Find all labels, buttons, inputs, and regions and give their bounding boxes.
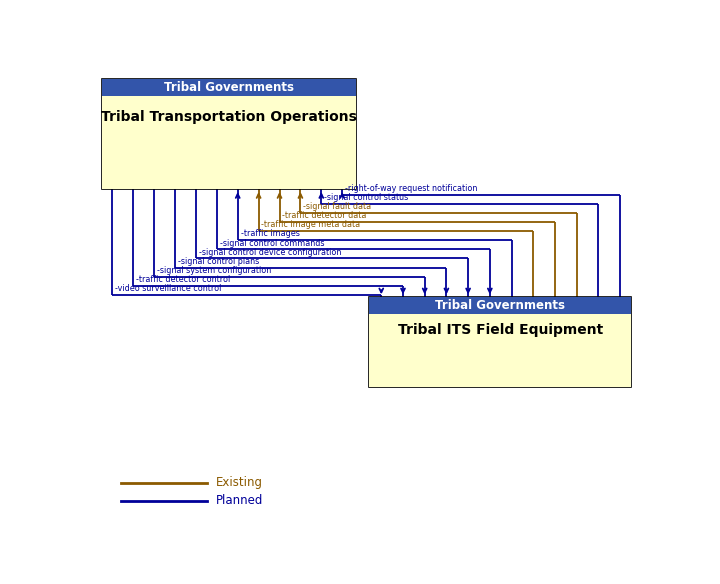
- Text: Existing: Existing: [215, 477, 263, 489]
- Text: -traffic image meta data: -traffic image meta data: [261, 220, 361, 230]
- Text: -traffic detector data: -traffic detector data: [282, 211, 366, 220]
- Text: -video surveillance control: -video surveillance control: [115, 284, 222, 293]
- Text: -signal control device configuration: -signal control device configuration: [199, 248, 341, 256]
- Bar: [102, 79, 356, 189]
- Text: -signal control commands: -signal control commands: [220, 238, 324, 248]
- Text: -traffic images: -traffic images: [240, 230, 300, 238]
- Text: -signal control plans: -signal control plans: [178, 257, 259, 266]
- Text: -signal fault data: -signal fault data: [303, 202, 372, 211]
- Bar: [369, 314, 631, 387]
- Text: Tribal Governments: Tribal Governments: [164, 81, 294, 94]
- Text: Planned: Planned: [215, 495, 263, 507]
- Text: -signal system configuration: -signal system configuration: [157, 266, 271, 275]
- Text: Tribal Transportation Operations: Tribal Transportation Operations: [102, 110, 357, 124]
- Text: -right-of-way request notification: -right-of-way request notification: [345, 184, 477, 193]
- Text: -signal control status: -signal control status: [324, 193, 408, 202]
- Text: Tribal ITS Field Equipment: Tribal ITS Field Equipment: [397, 324, 603, 338]
- Text: Tribal Governments: Tribal Governments: [435, 299, 565, 312]
- Text: -traffic detector control: -traffic detector control: [136, 275, 230, 284]
- Bar: [369, 297, 631, 314]
- Bar: [102, 96, 356, 189]
- Bar: [102, 79, 356, 96]
- Bar: [369, 297, 631, 387]
